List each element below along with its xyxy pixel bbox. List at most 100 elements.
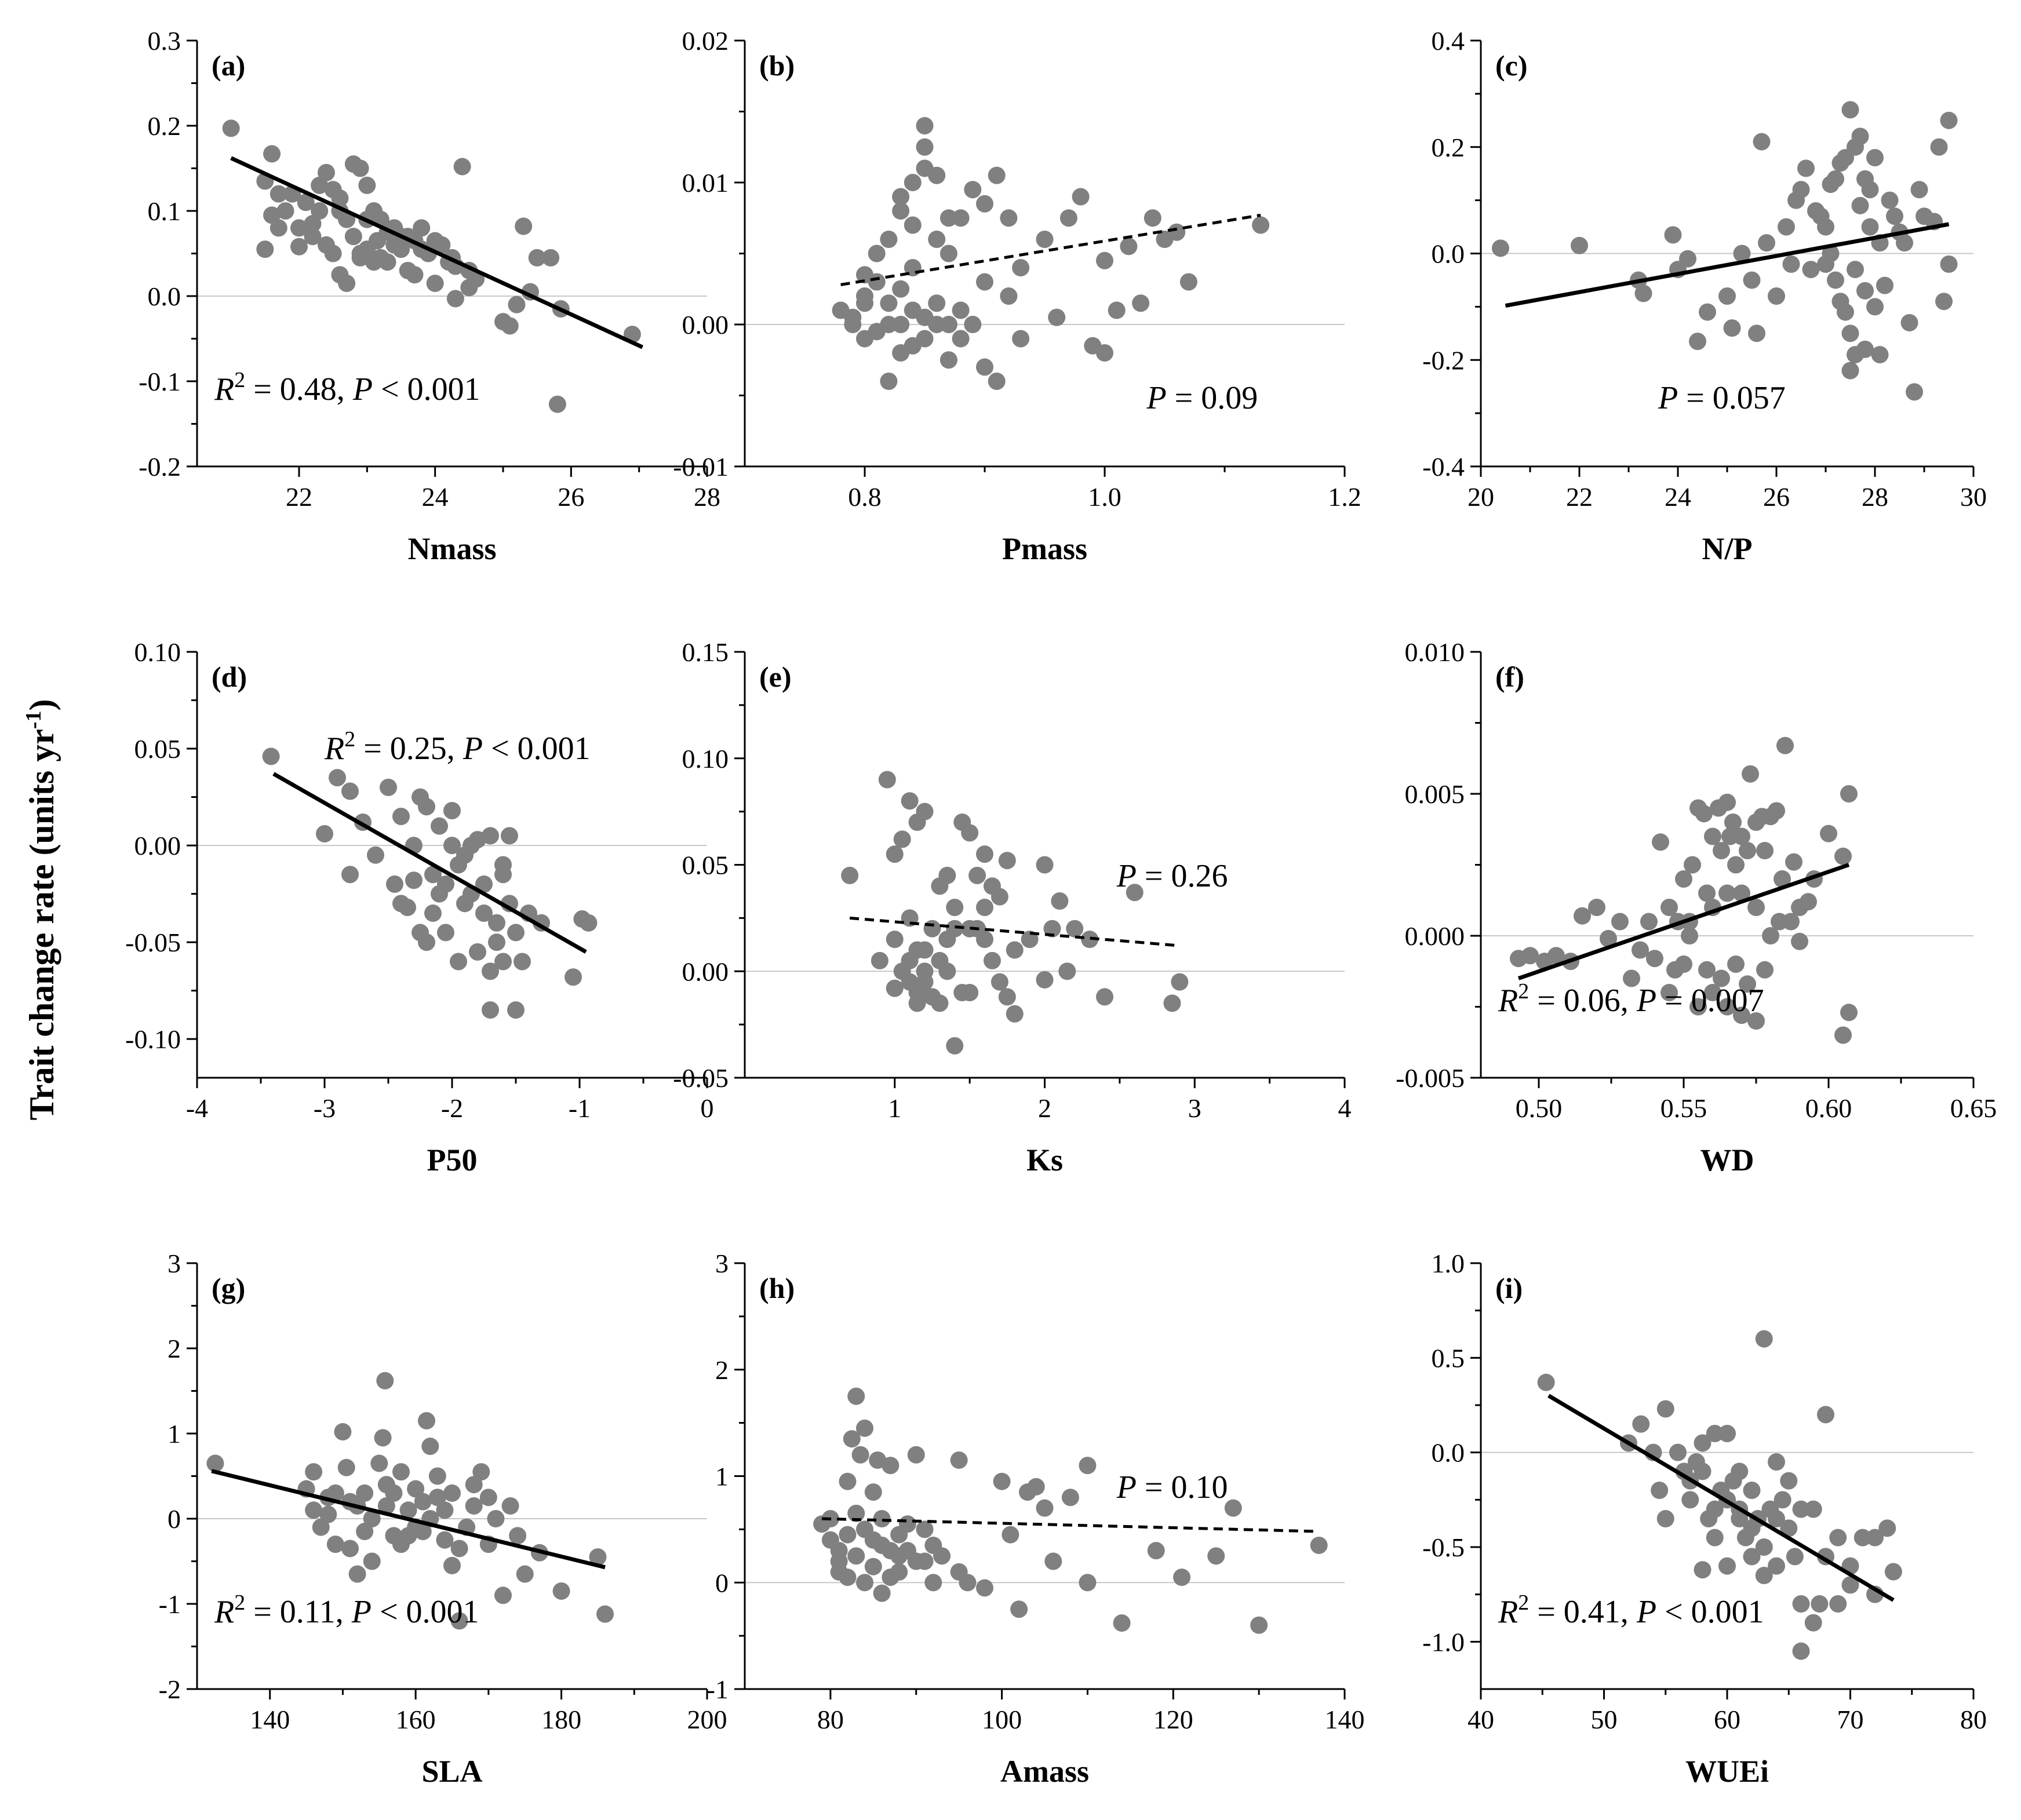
data-point bbox=[1163, 994, 1181, 1012]
x-axis-title: WUEi bbox=[1685, 1754, 1769, 1789]
data-point bbox=[1684, 856, 1701, 874]
data-point bbox=[844, 316, 862, 333]
data-point bbox=[1646, 950, 1663, 968]
data-point bbox=[1179, 273, 1197, 291]
x-tick-label: 140 bbox=[250, 1705, 290, 1734]
data-point bbox=[1061, 1489, 1079, 1507]
data-point bbox=[839, 1472, 857, 1490]
x-tick-label: 3 bbox=[1188, 1093, 1201, 1123]
panel-6: -0.005 0.000 0.005 0.010 0.50 0.55 0.60 0.65 WD (… bbox=[1396, 637, 1997, 1177]
data-point bbox=[1027, 1478, 1045, 1496]
data-point bbox=[1066, 920, 1084, 938]
data-point bbox=[399, 1501, 417, 1519]
x-tick-label: 1 bbox=[888, 1093, 901, 1123]
data-point bbox=[928, 294, 946, 312]
data-point bbox=[596, 1605, 614, 1623]
data-point bbox=[1829, 1529, 1847, 1547]
data-point bbox=[1820, 825, 1837, 842]
data-point bbox=[405, 871, 423, 889]
data-point bbox=[331, 189, 349, 207]
data-point bbox=[1851, 127, 1869, 145]
stat-annotation: R2 = 0.11, P < 0.001 bbox=[214, 1591, 479, 1630]
y-axis-title-main: Trait change rate (units yr bbox=[23, 729, 61, 1120]
data-point bbox=[516, 1565, 534, 1583]
data-point bbox=[1780, 1472, 1798, 1490]
data-point bbox=[904, 174, 922, 191]
y-tick-label: 1 bbox=[715, 1462, 729, 1491]
data-point bbox=[413, 219, 431, 237]
data-point bbox=[1661, 984, 1678, 1001]
data-point bbox=[916, 803, 934, 820]
data-point bbox=[1547, 947, 1565, 965]
y-tick-label: 1 bbox=[167, 1419, 181, 1449]
data-point bbox=[1036, 1499, 1054, 1517]
data-point bbox=[1768, 287, 1785, 305]
data-point bbox=[1886, 207, 1903, 225]
data-point bbox=[358, 176, 376, 194]
data-point bbox=[501, 1497, 519, 1515]
data-point bbox=[952, 330, 970, 348]
y-tick-label: 0.4 bbox=[1432, 26, 1465, 56]
data-point bbox=[482, 1001, 499, 1019]
data-point bbox=[376, 1372, 394, 1389]
data-point bbox=[367, 846, 384, 864]
data-point bbox=[437, 924, 454, 942]
data-point bbox=[1731, 1462, 1749, 1480]
fit-line bbox=[822, 1517, 1319, 1533]
y-tick-label: -0.2 bbox=[139, 452, 181, 482]
data-point bbox=[338, 274, 356, 292]
data-point bbox=[1132, 294, 1150, 312]
panel-label: (f) bbox=[1495, 661, 1524, 693]
y-tick-label: 0.15 bbox=[682, 637, 729, 667]
x-tick-label: 160 bbox=[396, 1705, 436, 1734]
data-point bbox=[1252, 216, 1270, 234]
data-point bbox=[1797, 159, 1815, 177]
data-point bbox=[377, 1497, 395, 1515]
data-point bbox=[1571, 236, 1588, 254]
y-axis-title-end: ) bbox=[23, 699, 61, 710]
y-tick-label: 0.000 bbox=[1405, 921, 1465, 951]
annotation-part: < 0.001 bbox=[373, 371, 480, 407]
panel-label: (d) bbox=[212, 661, 247, 693]
annotation-part: P bbox=[351, 1594, 372, 1630]
data-point bbox=[841, 866, 859, 884]
data-point bbox=[1804, 1500, 1822, 1518]
data-point bbox=[1792, 1595, 1810, 1613]
data-point bbox=[1727, 856, 1745, 874]
data-point bbox=[976, 1579, 993, 1597]
data-point bbox=[1718, 793, 1736, 811]
data-point bbox=[1651, 1482, 1669, 1499]
annotation-part: < 0.001 bbox=[372, 1594, 479, 1630]
data-point bbox=[952, 301, 970, 319]
data-point bbox=[1840, 785, 1858, 803]
x-tick-label: 60 bbox=[1714, 1705, 1740, 1734]
data-point bbox=[1866, 1529, 1884, 1547]
x-tick-label: 0.8 bbox=[848, 482, 882, 512]
x-axis-title: Ks bbox=[1026, 1143, 1063, 1177]
data-point bbox=[1786, 1548, 1804, 1566]
data-point bbox=[908, 941, 926, 959]
data-point bbox=[1036, 856, 1054, 874]
panel-4: -0.10 -0.05 0.00 0.05 0.10 -4 -3 -2 -1 0 P50 (d) R2 … bbox=[125, 637, 713, 1177]
data-point bbox=[1900, 313, 1918, 331]
data-point bbox=[465, 1476, 483, 1494]
data-point bbox=[851, 1446, 869, 1464]
data-point bbox=[961, 984, 979, 1001]
y-tick-label: -0.10 bbox=[125, 1024, 181, 1054]
x-tick-label: 28 bbox=[694, 482, 720, 512]
data-point bbox=[334, 1423, 352, 1441]
data-point bbox=[312, 1518, 330, 1536]
annotation-part: P bbox=[463, 731, 483, 767]
data-point bbox=[1910, 181, 1928, 199]
data-point bbox=[304, 228, 322, 246]
data-point bbox=[1713, 842, 1730, 859]
data-point bbox=[1120, 238, 1138, 256]
data-point bbox=[1851, 196, 1869, 214]
panel-label: (c) bbox=[1495, 49, 1528, 82]
stat-annotation: R2 = 0.48, P < 0.001 bbox=[214, 368, 480, 407]
y-axis-title-superscript: -1 bbox=[21, 710, 46, 729]
data-point bbox=[487, 1510, 505, 1527]
data-point bbox=[453, 158, 471, 176]
data-point bbox=[263, 145, 281, 163]
data-point bbox=[1689, 998, 1707, 1016]
